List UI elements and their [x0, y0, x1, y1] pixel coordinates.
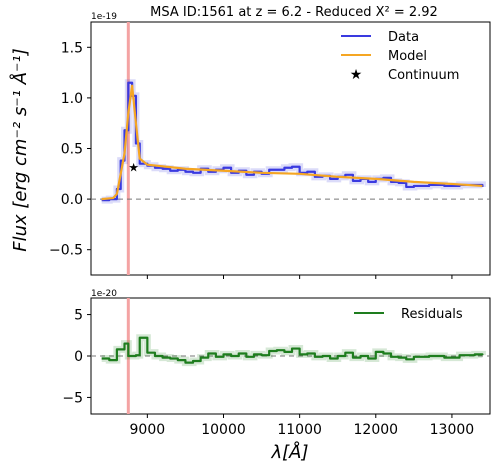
y-tick-label: 1.5 — [61, 40, 83, 56]
residuals-series-line — [101, 336, 484, 364]
y-tick-label: 0.5 — [61, 142, 83, 158]
star-icon: ★ — [350, 67, 363, 83]
x-tick-label: 9000 — [130, 422, 166, 438]
legend-residuals-label: Residuals — [401, 307, 463, 322]
y-tick-label: 1.0 — [61, 91, 83, 107]
flux-panel: MSA ID:1561 at z = 6.2 - Reduced X² = 2.… — [9, 5, 491, 279]
flux-plot-frame — [90, 21, 491, 276]
x-tick-label: 13000 — [430, 422, 475, 438]
legend-continuum-label: Continuum — [388, 68, 459, 83]
y-tick-label: −0.5 — [49, 243, 83, 259]
continuum-point: ★ — [128, 161, 139, 175]
y-tick-label: 0 — [74, 349, 83, 365]
x-tick-label: 12000 — [354, 422, 399, 438]
x-axis-label: λ[Å] — [270, 441, 308, 463]
legend-data-label: Data — [388, 30, 419, 45]
y-tick-label: −5 — [62, 390, 83, 406]
model-series-line — [101, 84, 483, 201]
flux-offset-text: 1e-19 — [91, 12, 117, 22]
x-tick-label: 11000 — [277, 422, 322, 438]
chart-title: MSA ID:1561 at z = 6.2 - Reduced X² = 2.… — [150, 5, 438, 20]
residual-legend: Residuals — [354, 307, 463, 322]
x-tick-label: 10000 — [201, 422, 246, 438]
y-tick-label: 0.0 — [61, 192, 83, 208]
flux-legend: Data Model ★ Continuum — [341, 30, 459, 83]
residuals-panel: 1e-20 −5 0 5 9000 10000 11000 12000 13000 λ[Å]… — [62, 289, 491, 463]
residual-offset-text: 1e-20 — [91, 289, 117, 299]
y-axis-label: Flux [erg cm⁻² s⁻¹ Å⁻¹] — [9, 48, 31, 252]
y-tick-label: 5 — [74, 308, 83, 324]
legend-model-label: Model — [388, 49, 427, 64]
